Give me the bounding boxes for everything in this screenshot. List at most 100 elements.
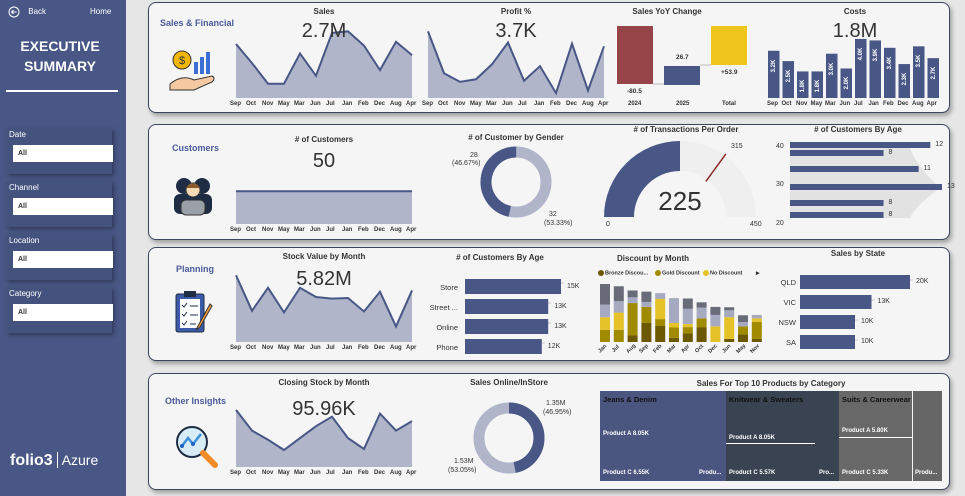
analytics-magnifier-icon bbox=[176, 426, 218, 468]
x-tick-label: Aug bbox=[390, 101, 402, 107]
x-tick-label: Jul bbox=[326, 470, 335, 476]
stack-segment bbox=[738, 322, 748, 327]
treemap-group[interactable] bbox=[913, 391, 942, 481]
bar bbox=[800, 335, 855, 349]
treemap-item-label: Product C 6.55K bbox=[603, 470, 650, 476]
x-tick-label: Jun bbox=[310, 227, 321, 233]
bar-label: 20K bbox=[916, 278, 929, 285]
x-tick-label: Aug bbox=[390, 345, 402, 351]
x-tick-label: Oct bbox=[781, 101, 792, 107]
cost-bar bbox=[768, 50, 780, 98]
legend-label: Bronze Discou... bbox=[605, 270, 649, 277]
legend-swatch bbox=[703, 270, 709, 276]
x-tick-label: Mar bbox=[294, 101, 305, 107]
x-tick-label: Apr bbox=[406, 345, 417, 351]
chart-title: Closing Stock by Month bbox=[278, 378, 370, 387]
x-tick-label: Oct bbox=[246, 345, 257, 351]
section-label-customers: Customers bbox=[172, 143, 220, 153]
x-tick-label: Apr bbox=[598, 101, 609, 107]
slice-pct: (46.67%) bbox=[452, 160, 481, 167]
age-bar bbox=[790, 150, 884, 156]
distribution-shape bbox=[790, 148, 940, 218]
bar-label: 10K bbox=[861, 338, 874, 345]
x-tick-label: Jan bbox=[868, 101, 879, 107]
x-tick-label: Sep bbox=[230, 470, 242, 476]
stack-segment bbox=[641, 301, 652, 307]
treemap-divider bbox=[726, 443, 815, 444]
legend-label: Gold Discount bbox=[662, 270, 700, 277]
filter-label: Date bbox=[9, 130, 26, 139]
bar-label: 3.4K bbox=[887, 56, 893, 70]
treemap-group[interactable] bbox=[726, 391, 839, 481]
category-label: Phone bbox=[436, 342, 458, 352]
state-bar-chart bbox=[800, 275, 913, 349]
x-tick-label: Jan bbox=[342, 470, 353, 476]
stack-segment bbox=[613, 301, 624, 313]
stack-segment bbox=[710, 326, 721, 342]
bar-label: 2.7K bbox=[930, 66, 937, 80]
bar-label: 10K bbox=[861, 318, 874, 325]
chart-title: # of Transactions Per Order bbox=[633, 125, 739, 134]
money-hand-icon: $ bbox=[169, 50, 215, 91]
bar-label: 8 bbox=[888, 149, 893, 156]
filter-dropdown[interactable]: All bbox=[13, 251, 113, 268]
x-tick-label: May bbox=[278, 227, 290, 233]
x-tick-label: Feb bbox=[358, 227, 369, 233]
x-tick-label: Feb bbox=[358, 470, 369, 476]
x-tick-label: Oct bbox=[438, 101, 449, 107]
chart-title: Sales YoY Change bbox=[632, 7, 702, 16]
treemap-group-label: Suits & Careerwear bbox=[842, 395, 911, 404]
bar-label: 13K bbox=[554, 322, 567, 330]
kpi-value: 95.96K bbox=[292, 398, 356, 420]
page-title: EXECUTIVE SUMMARY bbox=[0, 36, 120, 76]
stack-segment bbox=[655, 293, 666, 299]
section-label-sales: Sales & Financial bbox=[160, 18, 235, 28]
filter-dropdown[interactable]: All bbox=[13, 304, 113, 321]
bar-label: 2.0K bbox=[843, 77, 850, 90]
x-tick-label: May bbox=[470, 101, 482, 107]
age-bar bbox=[790, 142, 931, 148]
gauge-min: 0 bbox=[606, 221, 610, 228]
bar-label: 8 bbox=[888, 211, 893, 218]
x-tick-label: Nov bbox=[262, 345, 274, 351]
bar-label: 3.9K bbox=[872, 49, 879, 62]
stack-segment bbox=[613, 286, 624, 302]
cost-bar bbox=[869, 40, 881, 98]
stack-segment bbox=[738, 334, 748, 342]
chart-title: Stock Value by Month bbox=[282, 252, 366, 261]
age-bar bbox=[790, 166, 919, 172]
x-tick-label: Oct bbox=[246, 227, 257, 233]
x-tick-label: Sep bbox=[230, 345, 242, 351]
filter-dropdown[interactable]: All bbox=[13, 198, 113, 215]
title-line-1: EXECUTIVE bbox=[20, 38, 100, 54]
treemap-group[interactable] bbox=[600, 391, 726, 481]
gauge-max: 450 bbox=[750, 221, 762, 228]
stack-segment bbox=[751, 321, 762, 339]
treemap-group[interactable] bbox=[839, 391, 912, 481]
discount-stacked-chart bbox=[600, 284, 762, 342]
x-tick-label: Nov bbox=[262, 227, 274, 233]
category-label: Online bbox=[436, 322, 458, 332]
x-tick-label: Jun bbox=[839, 101, 851, 107]
x-tick-label: Jul bbox=[326, 345, 335, 351]
stack-segment bbox=[724, 317, 735, 339]
stack-segment bbox=[751, 318, 762, 322]
area-fill bbox=[236, 31, 412, 98]
x-tick-label: Dec bbox=[566, 101, 578, 107]
category-label: SA bbox=[785, 338, 796, 347]
data-label: -80.5 bbox=[627, 88, 642, 95]
legend-item: No Discount bbox=[703, 270, 742, 276]
cost-bar bbox=[782, 61, 794, 98]
back-label: Back bbox=[28, 7, 47, 17]
legend-next-arrow: ▸ bbox=[756, 270, 760, 277]
x-tick-label: Jan bbox=[534, 101, 545, 107]
back-button[interactable]: Back bbox=[8, 6, 46, 18]
area-line bbox=[427, 30, 605, 96]
stack-segment bbox=[682, 333, 693, 342]
customers-area-chart bbox=[235, 190, 413, 224]
slice-dark bbox=[480, 146, 552, 218]
x-tick-label: Mar bbox=[294, 227, 305, 233]
home-button[interactable]: Home bbox=[90, 7, 112, 16]
stack-segment bbox=[696, 327, 707, 342]
filter-dropdown[interactable]: All bbox=[13, 145, 113, 162]
